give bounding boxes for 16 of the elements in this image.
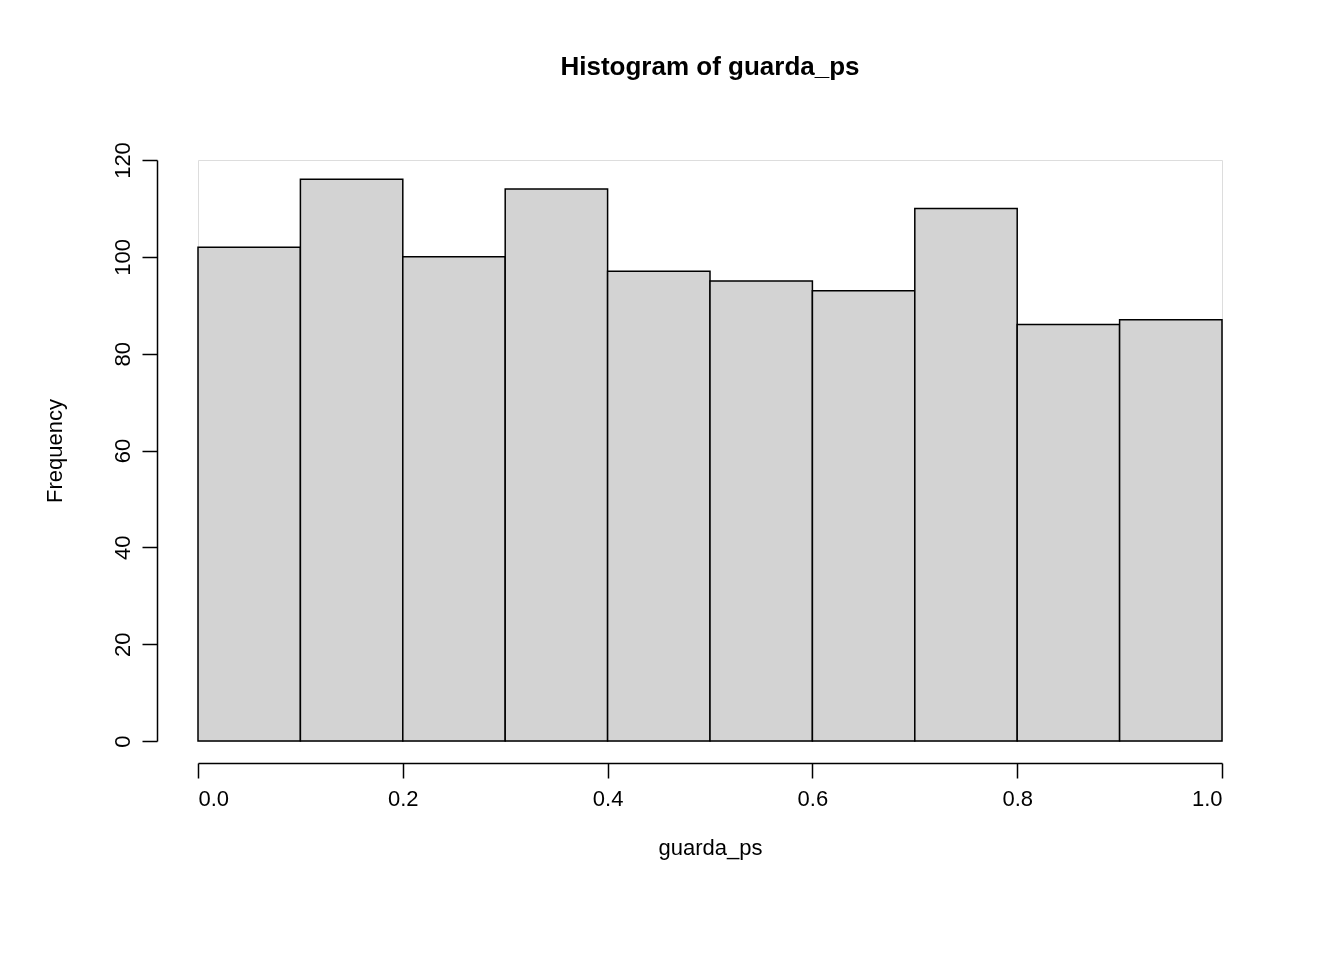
x-tick-label: 1.0 <box>1191 785 1223 811</box>
y-tick-label: 20 <box>109 632 135 657</box>
x-tick-label: 0.2 <box>388 785 419 811</box>
x-tick-label: 0.4 <box>592 785 624 811</box>
x-tick-label: 0.8 <box>1002 785 1033 811</box>
x-tick-label: 0.6 <box>797 785 829 811</box>
y-tick-label: 80 <box>109 341 135 367</box>
y-axis-title: Frequency <box>41 399 67 503</box>
chart-title: Histogram of guarda_ps <box>560 50 860 81</box>
y-tick-label: 0 <box>109 735 135 748</box>
y-tick-label: 40 <box>109 535 135 561</box>
x-axis-title: guarda_ps <box>658 834 763 860</box>
y-tick-label: 100 <box>109 238 135 276</box>
y-tick-label: 60 <box>109 438 135 464</box>
y-tick-label: 120 <box>109 142 135 179</box>
x-tick-label: 0.0 <box>198 785 230 811</box>
